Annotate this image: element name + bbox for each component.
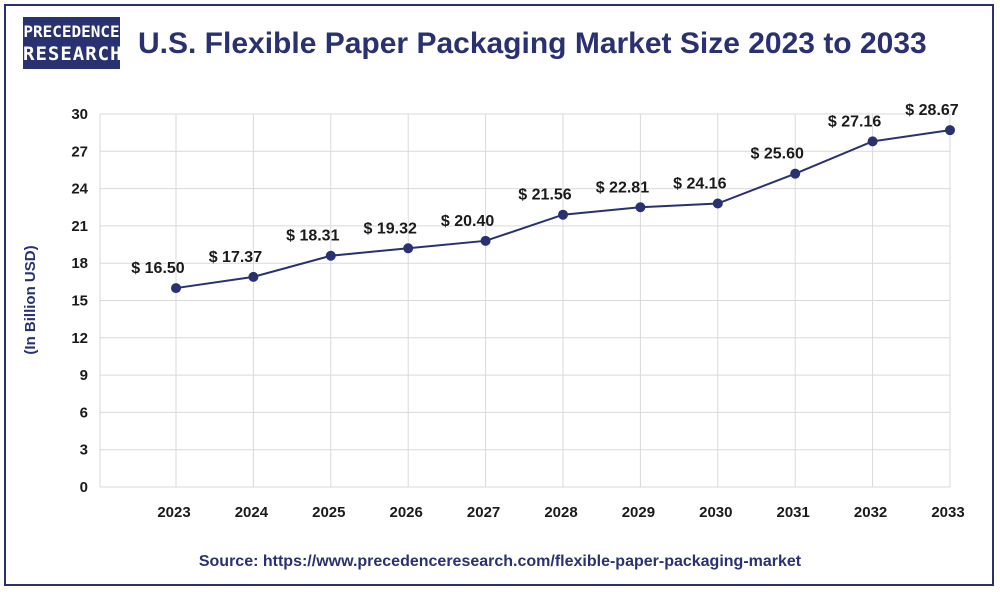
x-tick-label: 2025: [312, 504, 345, 521]
x-tick-label: 2024: [235, 504, 269, 521]
chart-title: U.S. Flexible Paper Packaging Market Siz…: [138, 27, 927, 60]
data-label: $ 28.67: [905, 102, 958, 119]
y-tick-label: 9: [80, 367, 88, 384]
y-axis-title: (In Billion USD): [22, 245, 39, 354]
y-tick-label: 12: [71, 330, 88, 347]
data-label: $ 22.81: [596, 179, 649, 196]
data-point: [248, 271, 259, 282]
data-label: $ 24.16: [673, 176, 726, 193]
data-point: [325, 250, 336, 261]
data-point: [712, 198, 723, 209]
data-label: $ 25.60: [751, 146, 804, 163]
data-label: $ 18.31: [286, 228, 339, 245]
data-point: [403, 243, 414, 254]
y-tick-label: 3: [80, 442, 88, 459]
x-tick-label: 2028: [544, 504, 577, 521]
data-label: $ 17.37: [209, 249, 262, 266]
brand-logo: PRECEDENCE RESEARCH: [23, 17, 123, 69]
data-point: [171, 283, 181, 294]
data-point: [558, 209, 568, 220]
data-point: [635, 202, 646, 213]
y-tick-label: 15: [71, 293, 88, 310]
y-tick-label: 21: [71, 218, 88, 235]
data-label: $ 27.16: [828, 113, 881, 130]
data-label: $ 20.40: [441, 213, 494, 230]
x-tick-label: 2027: [467, 504, 500, 521]
logo-line-2: RESEARCH: [23, 43, 123, 65]
data-point: [480, 235, 491, 246]
x-tick-label: 2031: [777, 504, 810, 521]
x-tick-label: 2032: [854, 504, 887, 521]
x-tick-label: 2030: [699, 504, 732, 521]
data-point: [790, 168, 801, 179]
data-label: $ 16.50: [131, 260, 184, 277]
data-point: [945, 125, 955, 136]
x-tick-label: 2026: [390, 504, 423, 521]
data-label: $ 21.56: [518, 187, 571, 204]
data-label: $ 19.32: [364, 220, 417, 237]
y-tick-label: 24: [71, 181, 88, 198]
logo-line-1: PRECEDENCE: [23, 22, 120, 41]
y-tick-label: 6: [80, 404, 88, 421]
x-tick-label: 2029: [622, 504, 655, 521]
y-tick-label: 27: [71, 143, 88, 160]
source-note: Source: https://www.precedenceresearch.c…: [198, 553, 802, 570]
chart-frame: [4, 4, 994, 586]
y-tick-label: 0: [80, 479, 88, 496]
x-tick-label: 2033: [931, 504, 964, 521]
x-tick-label: 2023: [157, 504, 190, 521]
y-tick-label: 18: [71, 255, 88, 272]
y-tick-label: 30: [71, 106, 88, 123]
data-point: [867, 136, 878, 147]
